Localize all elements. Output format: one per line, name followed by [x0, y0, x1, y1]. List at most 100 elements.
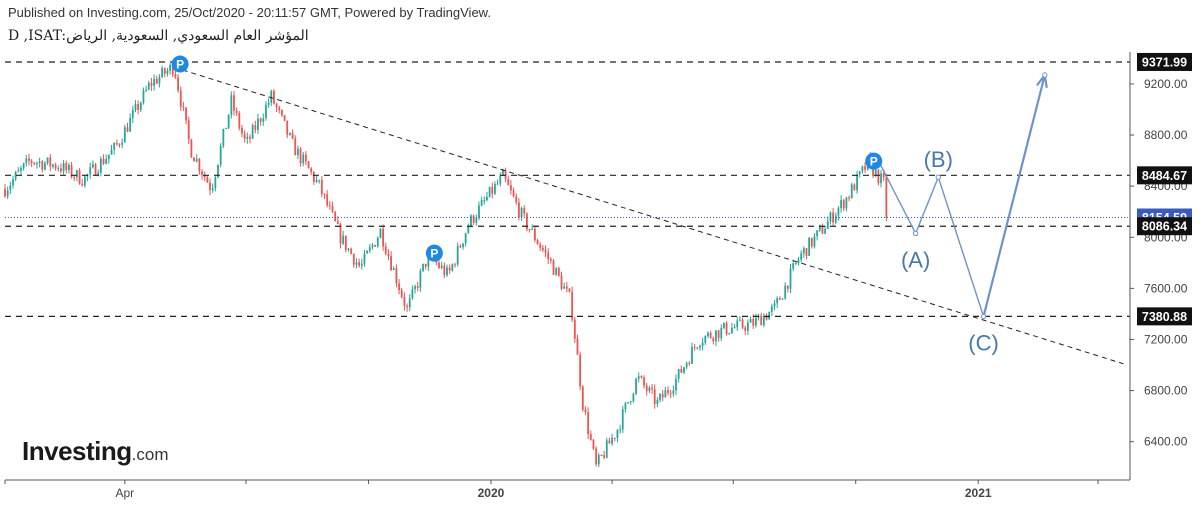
candle-body	[123, 127, 126, 143]
wave-node	[1042, 72, 1048, 78]
candle	[350, 247, 353, 255]
candle	[454, 262, 456, 268]
candle	[611, 433, 614, 446]
candle-body	[746, 322, 749, 331]
candle	[568, 288, 571, 293]
candle	[41, 160, 44, 173]
candle-body	[9, 185, 12, 191]
candle	[693, 343, 696, 351]
candle-body	[304, 154, 307, 162]
candle-body	[768, 311, 771, 320]
candle-body	[283, 115, 286, 121]
candle-body	[440, 265, 443, 268]
price-tag-box	[1137, 217, 1192, 236]
candle-body	[808, 237, 811, 256]
candle-body	[467, 225, 470, 234]
candle-body	[246, 136, 249, 139]
candle	[786, 285, 789, 293]
candle	[533, 225, 536, 243]
candle-body	[880, 173, 882, 184]
candle	[699, 344, 701, 351]
candle	[520, 206, 523, 222]
candle	[507, 175, 510, 186]
candle	[137, 100, 140, 115]
candle	[728, 332, 731, 335]
logo-brand: Investing	[22, 436, 132, 466]
candle-body	[765, 315, 768, 320]
candle-body	[185, 107, 187, 121]
candle	[166, 67, 169, 77]
candle-body	[17, 170, 20, 173]
candle	[134, 100, 137, 113]
candle-body	[320, 179, 323, 194]
candle	[683, 366, 685, 375]
price-tag-box	[1137, 307, 1192, 326]
candle-body	[78, 170, 81, 185]
candle-body	[861, 166, 864, 172]
candle-body	[344, 235, 347, 251]
candle-body	[219, 145, 222, 165]
y-tick-label: 7600.00	[1144, 281, 1188, 295]
candle	[741, 317, 744, 330]
candle-body	[456, 245, 459, 265]
candle	[278, 105, 281, 114]
candle	[488, 186, 491, 198]
candle	[834, 212, 837, 225]
candle-body	[150, 82, 153, 86]
candle	[334, 211, 337, 222]
candle-body	[400, 290, 403, 298]
candle	[656, 397, 659, 408]
candle	[587, 407, 590, 440]
candle-body	[275, 103, 278, 108]
candle	[518, 198, 520, 221]
candle	[571, 286, 574, 322]
candle	[78, 168, 81, 185]
y-tick-label: 8800.00	[1144, 128, 1188, 142]
candle	[523, 205, 526, 217]
candle-body	[161, 68, 164, 78]
candle	[842, 198, 845, 211]
candle-body	[342, 235, 345, 244]
candle-body	[624, 403, 627, 410]
candle-body	[113, 143, 116, 150]
candle	[411, 285, 414, 300]
candle-body	[541, 247, 544, 250]
candle	[848, 195, 850, 202]
candle	[589, 430, 592, 441]
candle	[9, 181, 12, 195]
candle	[339, 222, 342, 249]
candle-body	[267, 102, 270, 105]
candle	[38, 157, 41, 168]
candle	[363, 249, 366, 267]
overlays-layer: (A) (B) (C) P P P	[5, 55, 1130, 365]
candle-body	[656, 400, 659, 404]
candle-body	[52, 164, 54, 167]
candle-body	[448, 267, 451, 271]
candle-body	[363, 253, 366, 264]
candle-body	[145, 89, 148, 91]
candle	[129, 113, 132, 132]
candle-body	[579, 354, 582, 387]
candle	[107, 154, 110, 164]
candle	[352, 253, 355, 268]
candle	[592, 439, 595, 451]
candle	[310, 167, 313, 176]
candle-body	[243, 133, 246, 139]
candle-body	[486, 196, 488, 201]
candle	[379, 228, 382, 239]
candle	[206, 174, 209, 183]
candle	[304, 151, 307, 166]
candle-body	[278, 107, 281, 110]
candle-body	[784, 285, 787, 299]
candle-body	[810, 237, 813, 247]
candle	[347, 247, 350, 252]
candle	[150, 77, 153, 91]
candle-body	[536, 240, 539, 245]
candle	[22, 162, 25, 171]
candle	[123, 124, 126, 143]
candle-body	[669, 392, 672, 394]
candle-body	[259, 118, 262, 122]
candle-body	[238, 113, 241, 128]
candle	[262, 113, 265, 126]
